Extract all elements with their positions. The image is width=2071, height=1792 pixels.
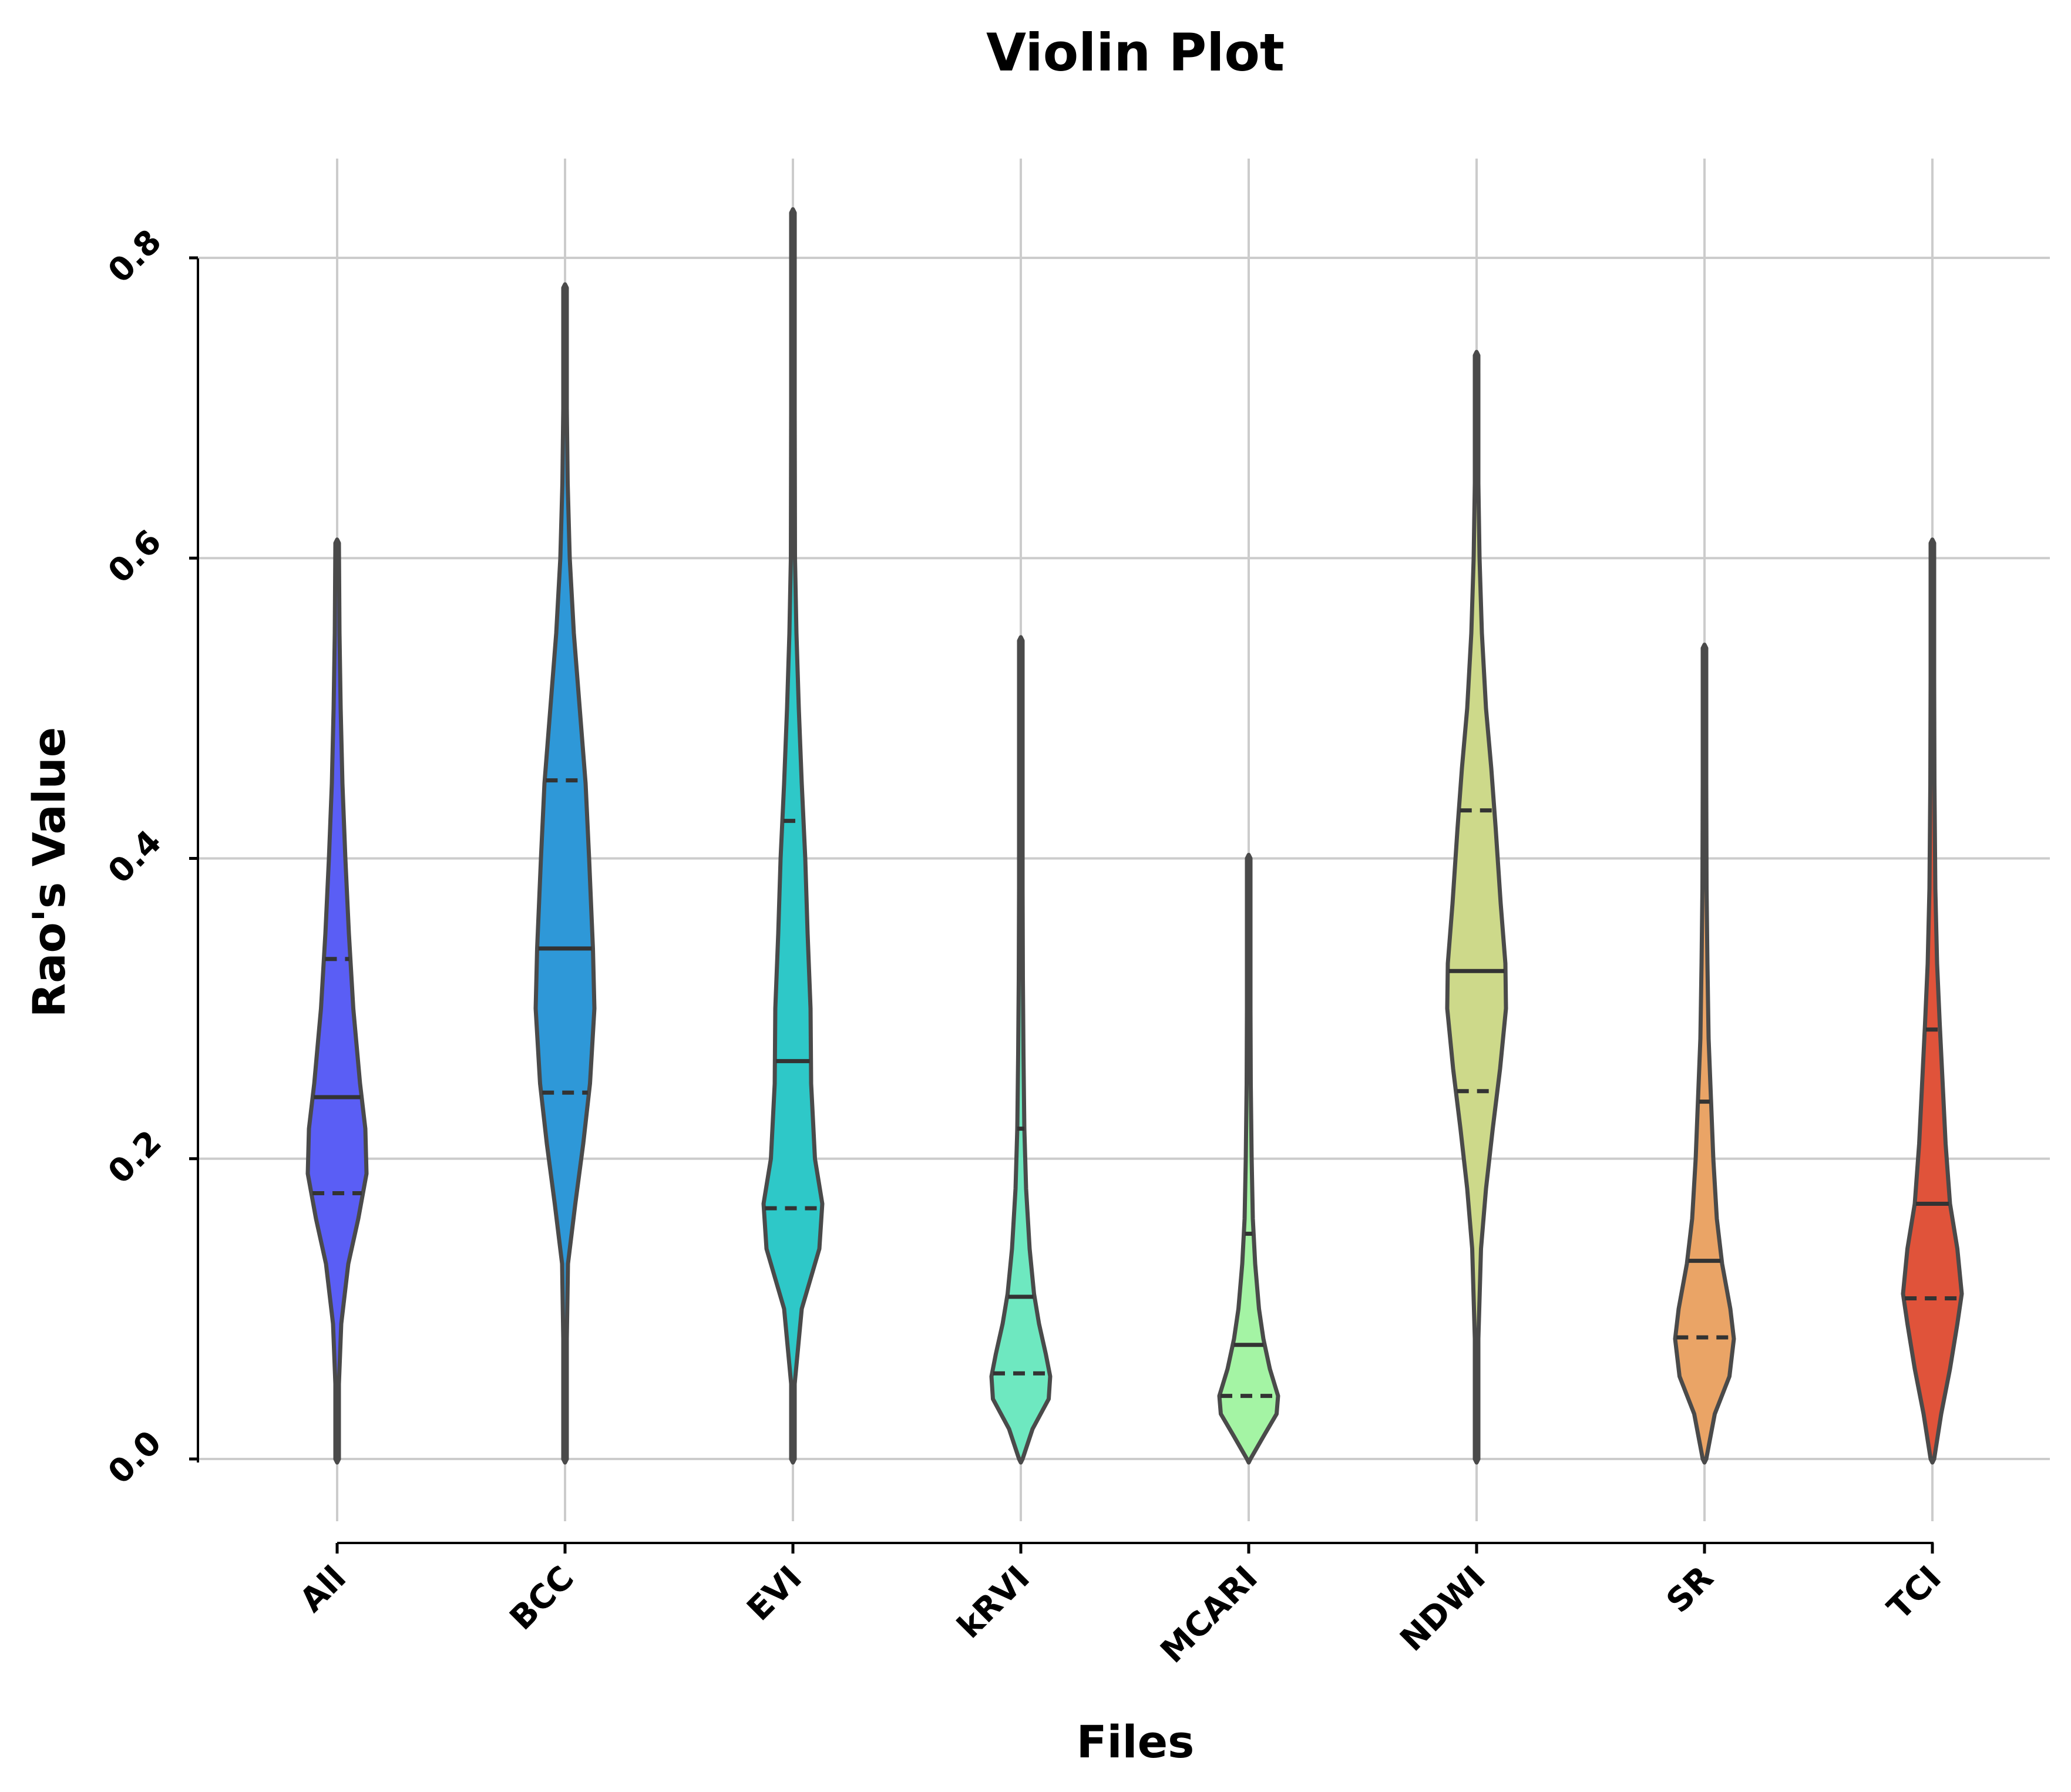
grid-lines — [198, 159, 2050, 1521]
x-tick-label: BCC — [503, 1559, 581, 1638]
violin-bcc — [533, 282, 597, 1465]
y-tick-label: 0.0 — [101, 1424, 169, 1492]
violins — [305, 207, 1964, 1465]
violin-all — [305, 537, 369, 1465]
y-tick-label: 0.4 — [101, 823, 169, 891]
axes — [189, 256, 1934, 1554]
violin-mcari — [1217, 853, 1280, 1465]
x-axis-label: Files — [1077, 1716, 1195, 1768]
violin-tci — [1901, 537, 1964, 1465]
chart-title: Violin Plot — [986, 22, 1285, 83]
x-tick-label: NDWI — [1393, 1559, 1493, 1659]
violin-krvi — [989, 635, 1053, 1465]
violin-ndwi — [1445, 349, 1508, 1465]
x-tick-label: EVI — [740, 1559, 809, 1628]
x-tick-label: All — [293, 1559, 354, 1620]
violin-evi — [761, 207, 825, 1465]
y-tick-label: 0.2 — [101, 1123, 169, 1191]
violin-sr — [1673, 643, 1736, 1465]
y-axis-label: Rao's Value — [23, 727, 75, 1018]
x-tick-label: kRVI — [950, 1559, 1037, 1646]
x-tick-label: MCARI — [1154, 1559, 1265, 1670]
x-tick-label: SR — [1659, 1559, 1721, 1620]
y-tick-label: 0.8 — [101, 223, 169, 291]
y-tick-label: 0.6 — [101, 523, 169, 591]
x-tick-label: TCI — [1880, 1559, 1949, 1628]
